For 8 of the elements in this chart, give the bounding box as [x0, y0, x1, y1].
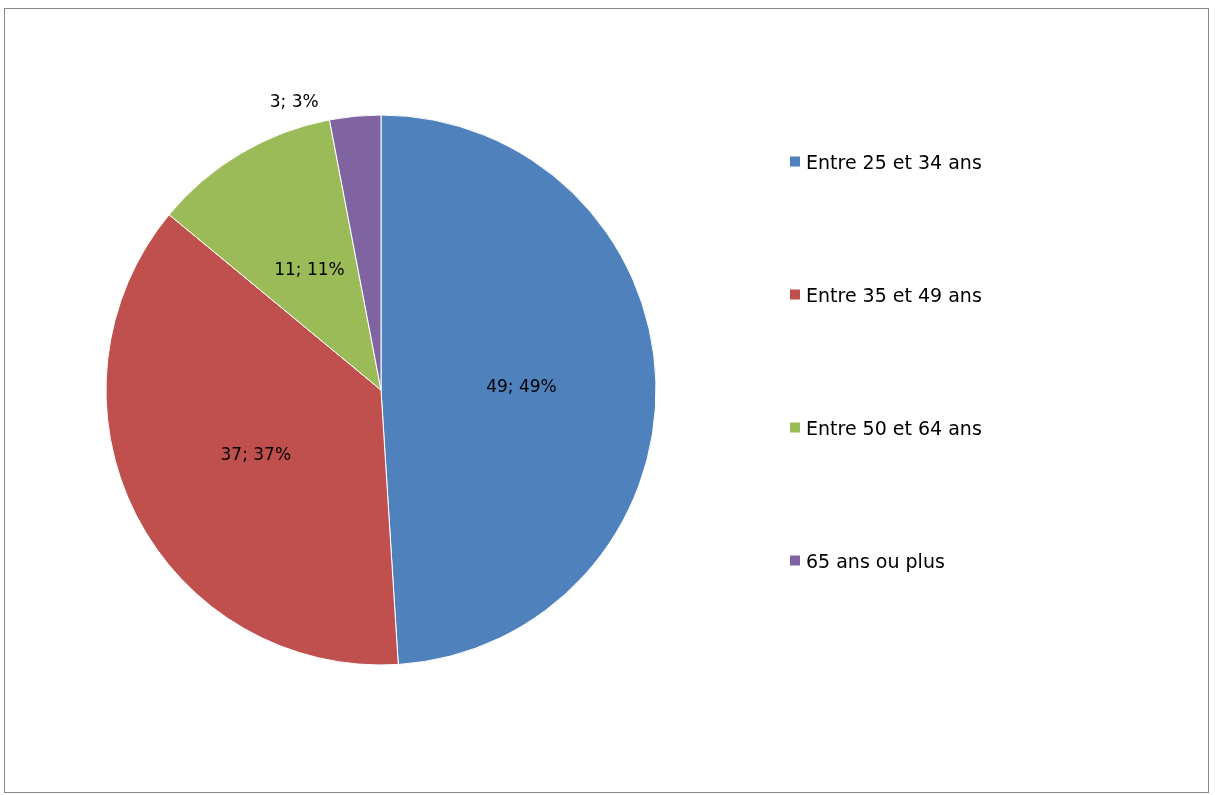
- data-label: 49; 49%: [486, 375, 557, 396]
- legend-label: Entre 35 et 49 ans: [806, 283, 982, 306]
- legend-label: 65 ans ou plus: [806, 549, 945, 572]
- data-label: 3; 3%: [269, 91, 319, 112]
- legend-label: Entre 25 et 34 ans: [806, 150, 982, 173]
- legend-label: Entre 50 et 64 ans: [806, 416, 982, 439]
- data-label: 37; 37%: [220, 443, 292, 464]
- data-label: 11; 11%: [274, 259, 345, 280]
